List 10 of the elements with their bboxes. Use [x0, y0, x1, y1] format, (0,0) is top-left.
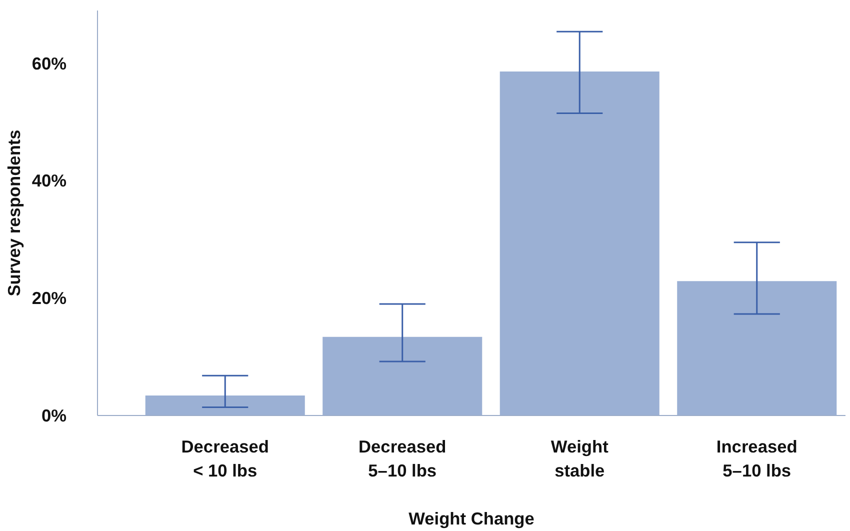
- x-axis-title: Weight Change: [408, 508, 535, 528]
- y-axis-title: Survey respondents: [4, 130, 24, 296]
- y-tick-label: 60%: [32, 53, 67, 74]
- x-tick-label: Decreased 5–10 lbs: [358, 436, 446, 480]
- y-tick-label: 20%: [32, 288, 67, 308]
- x-tick-label: Increased 5–10 lbs: [716, 436, 798, 480]
- y-tick-label: 40%: [32, 170, 67, 191]
- x-tick-label: Decreased < 10 lbs: [181, 436, 269, 480]
- y-tick-label: 0%: [41, 406, 66, 426]
- x-tick-label: Weight stable: [550, 436, 609, 480]
